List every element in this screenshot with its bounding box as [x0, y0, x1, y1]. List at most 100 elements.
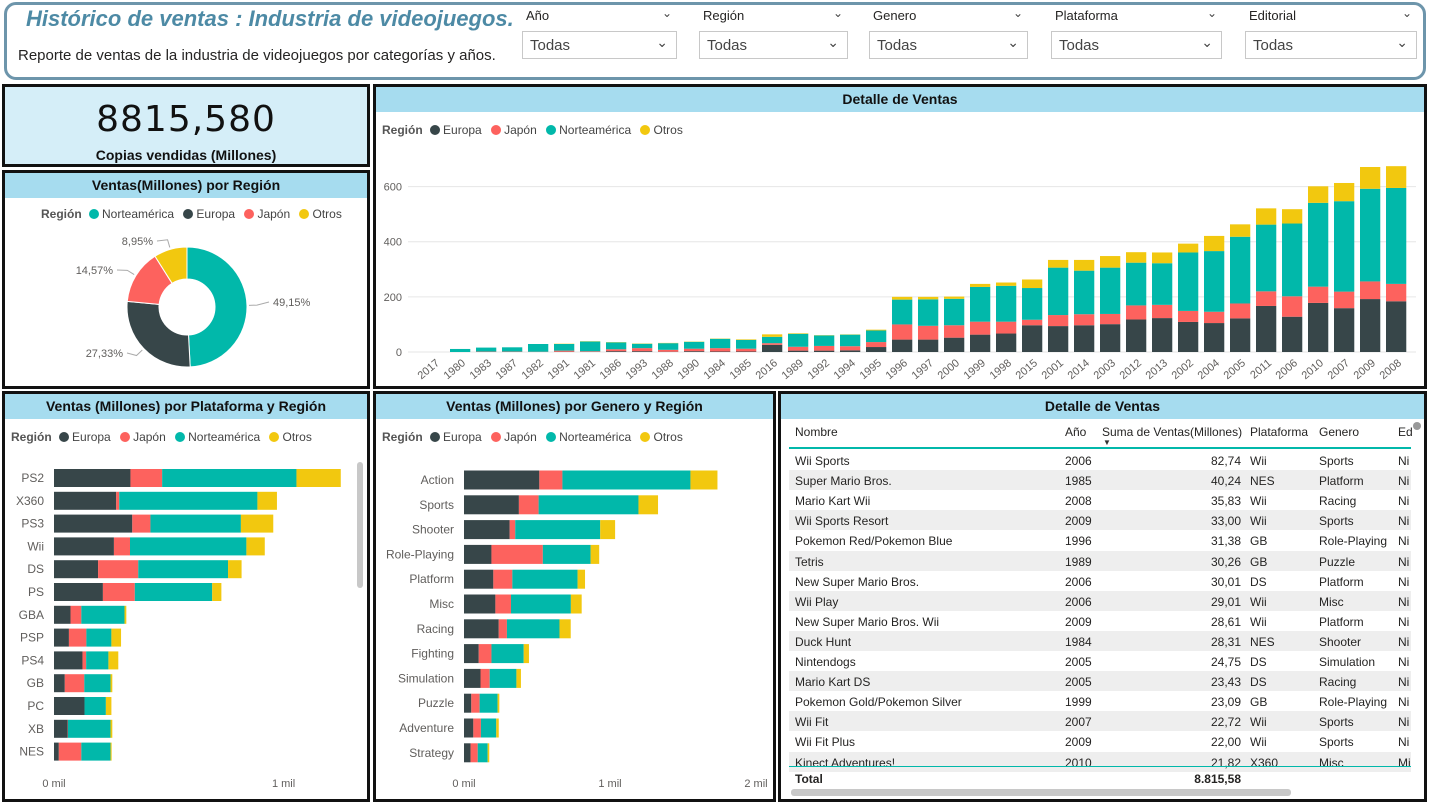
cell-year: 2005 — [1065, 675, 1092, 690]
table-row[interactable]: Mario Kart Wii 2008 35,83 Wii Racing Ni — [789, 490, 1411, 510]
cell-sales: 82,74 — [1210, 454, 1241, 468]
column-segment — [684, 341, 705, 349]
column-header-platform[interactable]: Plataforma — [1250, 425, 1309, 439]
cell-sales: 28,31 — [1210, 634, 1241, 649]
horizontal-scrollbar[interactable] — [791, 789, 1291, 796]
column-header-sales[interactable]: Suma de Ventas(Millones) — [1102, 425, 1243, 439]
x-tick-label: 2017 — [416, 357, 442, 382]
legend-dot-icon — [430, 432, 441, 442]
y-category-label: DS — [27, 562, 44, 576]
legend-dot-icon — [59, 432, 70, 442]
platform-dropdown[interactable]: Todas ⌄ — [1051, 31, 1222, 59]
bar-segment — [86, 628, 112, 647]
column-segment — [1334, 308, 1355, 352]
table-row[interactable]: Wii Sports Resort 2009 33,00 Wii Sports Ni — [789, 510, 1411, 531]
legend-item[interactable]: Europa — [430, 430, 482, 444]
legend-item[interactable]: Norteamérica — [546, 430, 631, 444]
column-header-publisher[interactable]: Ed — [1398, 425, 1413, 439]
legend-item[interactable]: Europa — [430, 123, 482, 137]
page-subtitle: Reporte de ventas de la industria de vid… — [18, 47, 496, 64]
table-row[interactable]: Wii Fit 2007 22,72 Wii Sports Ni — [789, 711, 1411, 732]
publisher-dropdown[interactable]: Todas ⌄ — [1245, 31, 1417, 59]
slicer-label: Año — [526, 8, 550, 23]
chevron-down-icon[interactable]: ⌄ — [833, 6, 844, 20]
table-row[interactable]: Kinect Adventures! 2010 21,82 X360 Misc Mi — [789, 751, 1411, 772]
table-row[interactable]: Super Mario Bros. 1985 40,24 NES Platform Ni — [789, 470, 1411, 491]
legend-item[interactable]: Japón — [120, 430, 166, 444]
table-row[interactable]: Pokemon Gold/Pokemon Silver 1999 23,09 GB Ro… — [789, 691, 1411, 711]
bar-segment — [497, 693, 500, 713]
cell-name: Pokemon Gold/Pokemon Silver — [795, 695, 962, 710]
column-segment — [554, 350, 575, 352]
table-row[interactable]: Pokemon Red/Pokemon Blue 1996 31,38 GB Role-… — [789, 530, 1411, 550]
legend-item[interactable]: Japón — [244, 207, 290, 221]
bar-segment — [690, 470, 718, 490]
column-header-name[interactable]: Nombre — [795, 425, 838, 439]
table-row[interactable]: New Super Mario Bros. Wii 2009 28,61 Wii Pla… — [789, 611, 1411, 631]
legend-item[interactable]: Otros — [640, 430, 683, 444]
chevron-down-icon[interactable]: ⌄ — [1207, 6, 1218, 20]
cell-platform: X360 — [1250, 755, 1279, 770]
bar-segment — [110, 674, 113, 693]
table-row[interactable]: Duck Hunt 1984 28,31 NES Shooter Ni — [789, 630, 1411, 651]
cell-genre: Sports — [1319, 735, 1354, 750]
column-segment — [1334, 291, 1355, 309]
table-row[interactable]: Mario Kart DS 2005 23,43 DS Racing Ni — [789, 671, 1411, 692]
legend-item[interactable]: Otros — [299, 207, 342, 221]
bar-segment — [509, 520, 516, 540]
cell-platform: Wii — [1250, 514, 1267, 529]
table-row[interactable]: Nintendogs 2005 24,75 DS Simulation Ni — [789, 651, 1411, 671]
region-dropdown[interactable]: Todas ⌄ — [699, 31, 848, 59]
year-dropdown[interactable]: Todas ⌄ — [522, 31, 677, 59]
vertical-scrollbar[interactable] — [357, 462, 363, 588]
legend-item[interactable]: Norteamérica — [89, 207, 174, 221]
bar-segment — [464, 743, 471, 763]
legend-item[interactable]: Otros — [640, 123, 683, 137]
bar-segment — [54, 469, 131, 487]
vertical-scrollbar[interactable] — [1413, 422, 1421, 430]
legend-item[interactable]: Europa — [183, 207, 235, 221]
chevron-down-icon[interactable]: ⌄ — [1402, 6, 1413, 20]
legend-dot-icon — [491, 432, 502, 442]
bar-segment — [240, 514, 274, 533]
legend-item[interactable]: Norteamérica — [546, 123, 631, 137]
column-header-genre[interactable]: Genero — [1319, 425, 1360, 439]
bar-segment — [212, 583, 222, 601]
cell-platform: Wii — [1250, 494, 1267, 509]
y-category-label: Role-Playing — [386, 547, 454, 561]
legend-item[interactable]: Otros — [269, 430, 312, 444]
cell-year: 2008 — [1065, 494, 1092, 509]
column-header-year[interactable]: Año — [1065, 425, 1087, 439]
column-segment — [1360, 281, 1381, 300]
y-category-label: PS4 — [21, 653, 44, 667]
column-segment — [554, 344, 575, 351]
bar-segment — [590, 544, 600, 564]
sort-desc-icon[interactable]: ▼ — [1103, 438, 1111, 447]
dropdown-value: Todas — [1253, 37, 1294, 54]
table-row[interactable]: Wii Play 2006 29,01 Wii Misc Ni — [789, 590, 1411, 611]
y-category-label: Wii — [27, 539, 44, 553]
column-segment — [918, 299, 939, 326]
donut-data-label: 14,57% — [76, 265, 114, 277]
cell-sales: 31,38 — [1210, 534, 1241, 549]
table-row[interactable]: New Super Mario Bros. 2006 30,01 DS Platform… — [789, 571, 1411, 591]
cell-sales: 28,61 — [1210, 614, 1241, 629]
bar-segment — [54, 491, 117, 510]
legend-item[interactable]: Japón — [491, 123, 537, 137]
table-row[interactable]: Wii Sports 2006 82,74 Wii Sports Ni — [789, 450, 1411, 470]
cell-publisher: Ni — [1398, 534, 1410, 549]
cell-year: 2009 — [1065, 735, 1092, 750]
table-row[interactable]: Tetris 1989 30,26 GB Puzzle Ni — [789, 550, 1411, 571]
genre-dropdown[interactable]: Todas ⌄ — [869, 31, 1028, 59]
column-segment — [1386, 187, 1407, 284]
chevron-down-icon[interactable]: ⌄ — [1013, 6, 1024, 20]
kpi-label: Copias vendidas (Millones) — [95, 147, 277, 163]
cell-platform: GB — [1250, 534, 1268, 549]
legend-item[interactable]: Norteamérica — [175, 430, 260, 444]
bar-segment — [54, 742, 59, 761]
table-row[interactable]: Wii Fit Plus 2009 22,00 Wii Sports Ni — [789, 731, 1411, 751]
legend-item[interactable]: Japón — [491, 430, 537, 444]
chevron-down-icon[interactable]: ⌄ — [662, 6, 673, 20]
legend-item[interactable]: Europa — [59, 430, 111, 444]
y-category-label: Sports — [419, 498, 454, 512]
